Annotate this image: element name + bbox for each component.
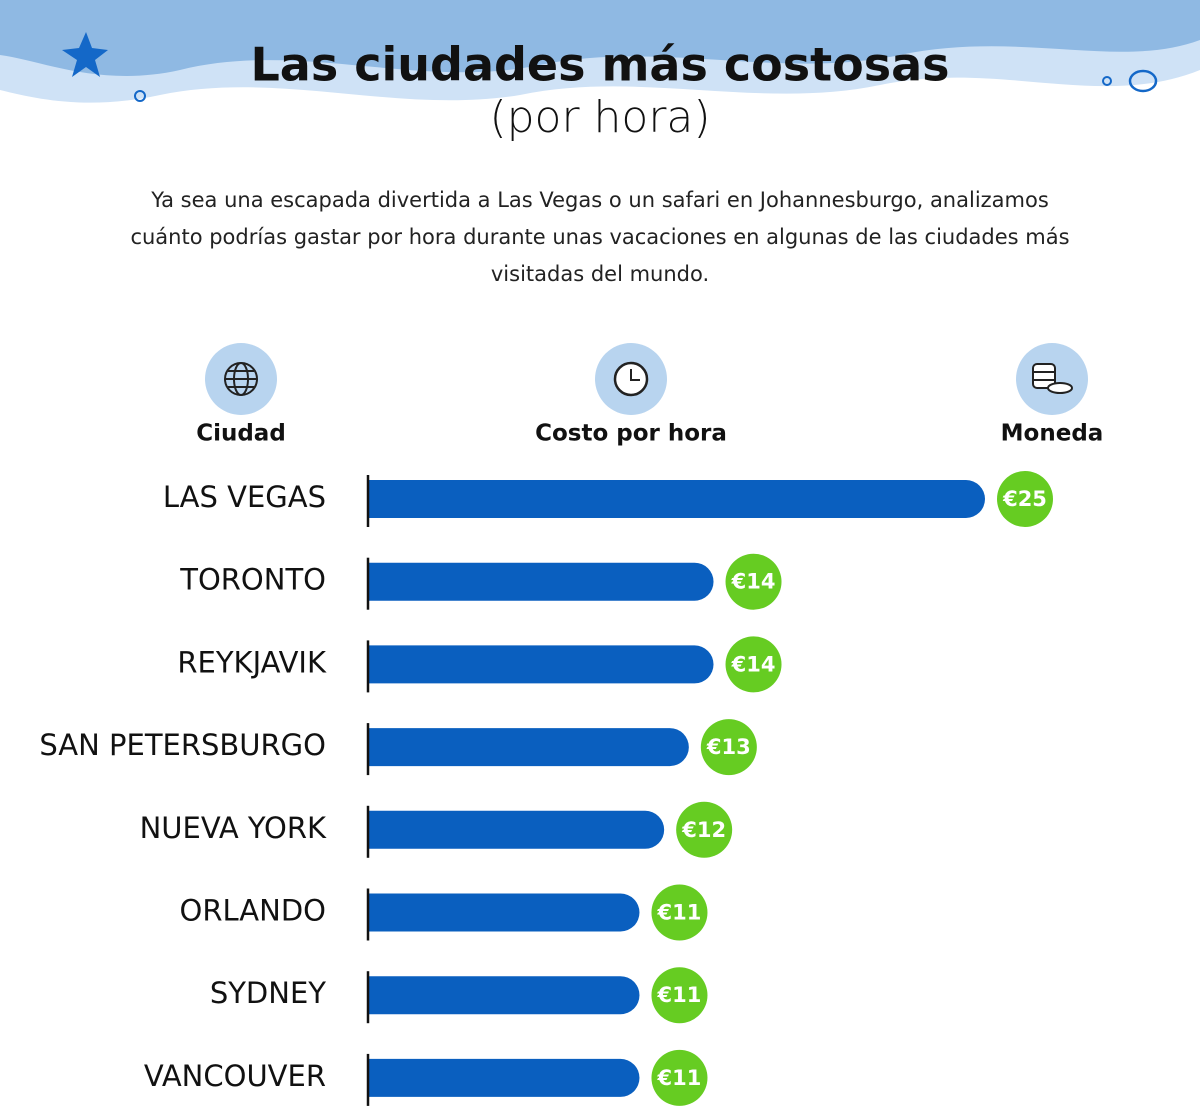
bar [368, 976, 640, 1015]
value-label: €11 [657, 983, 702, 1007]
category-label: SAN PETERSBURGO [39, 728, 326, 762]
value-badge [651, 967, 708, 1024]
value-badge [651, 884, 708, 941]
value-label: €11 [657, 901, 702, 925]
category-label: NUEVA YORK [140, 811, 327, 845]
bar [368, 562, 714, 601]
bubble [1102, 76, 1112, 86]
value-badge [676, 801, 733, 858]
bar [368, 645, 714, 684]
column-header: Moneda [1001, 421, 1104, 447]
value-badge [725, 636, 782, 693]
category-label: REYKJAVIK [177, 645, 327, 679]
value-badge [700, 719, 757, 776]
value-badge [725, 553, 782, 610]
bubble [1128, 69, 1158, 93]
value-label: €14 [731, 570, 776, 594]
column-header: Ciudad [196, 421, 286, 447]
icon-coins [1016, 343, 1088, 415]
bar [368, 1058, 640, 1097]
category-label: VANCOUVER [144, 1059, 326, 1093]
value-label: €14 [731, 652, 776, 676]
wave-front [0, 0, 1200, 76]
category-label: SYDNEY [210, 976, 326, 1010]
chart-title: Las ciudades más costosas [250, 38, 949, 92]
bar [368, 728, 689, 767]
icon-clock [595, 343, 667, 415]
value-label: €11 [657, 1066, 702, 1090]
bar [368, 810, 665, 849]
chart-subtitle: (por hora) [489, 92, 710, 143]
starfish [62, 32, 108, 77]
value-badge [651, 1049, 708, 1106]
value-badge [997, 471, 1053, 527]
bubble [134, 90, 146, 102]
category-label: TORONTO [179, 563, 326, 597]
value-label: €25 [1002, 487, 1047, 511]
bar [368, 893, 640, 932]
value-label: €12 [681, 818, 726, 842]
icon-globe [205, 343, 277, 415]
category-label: ORLANDO [180, 894, 327, 928]
bar [368, 480, 985, 518]
column-header: Costo por hora [535, 421, 727, 447]
value-label: €13 [706, 735, 751, 759]
description: Ya sea una escapada divertida a Las Vega… [130, 188, 1070, 286]
category-label: LAS VEGAS [163, 480, 326, 514]
